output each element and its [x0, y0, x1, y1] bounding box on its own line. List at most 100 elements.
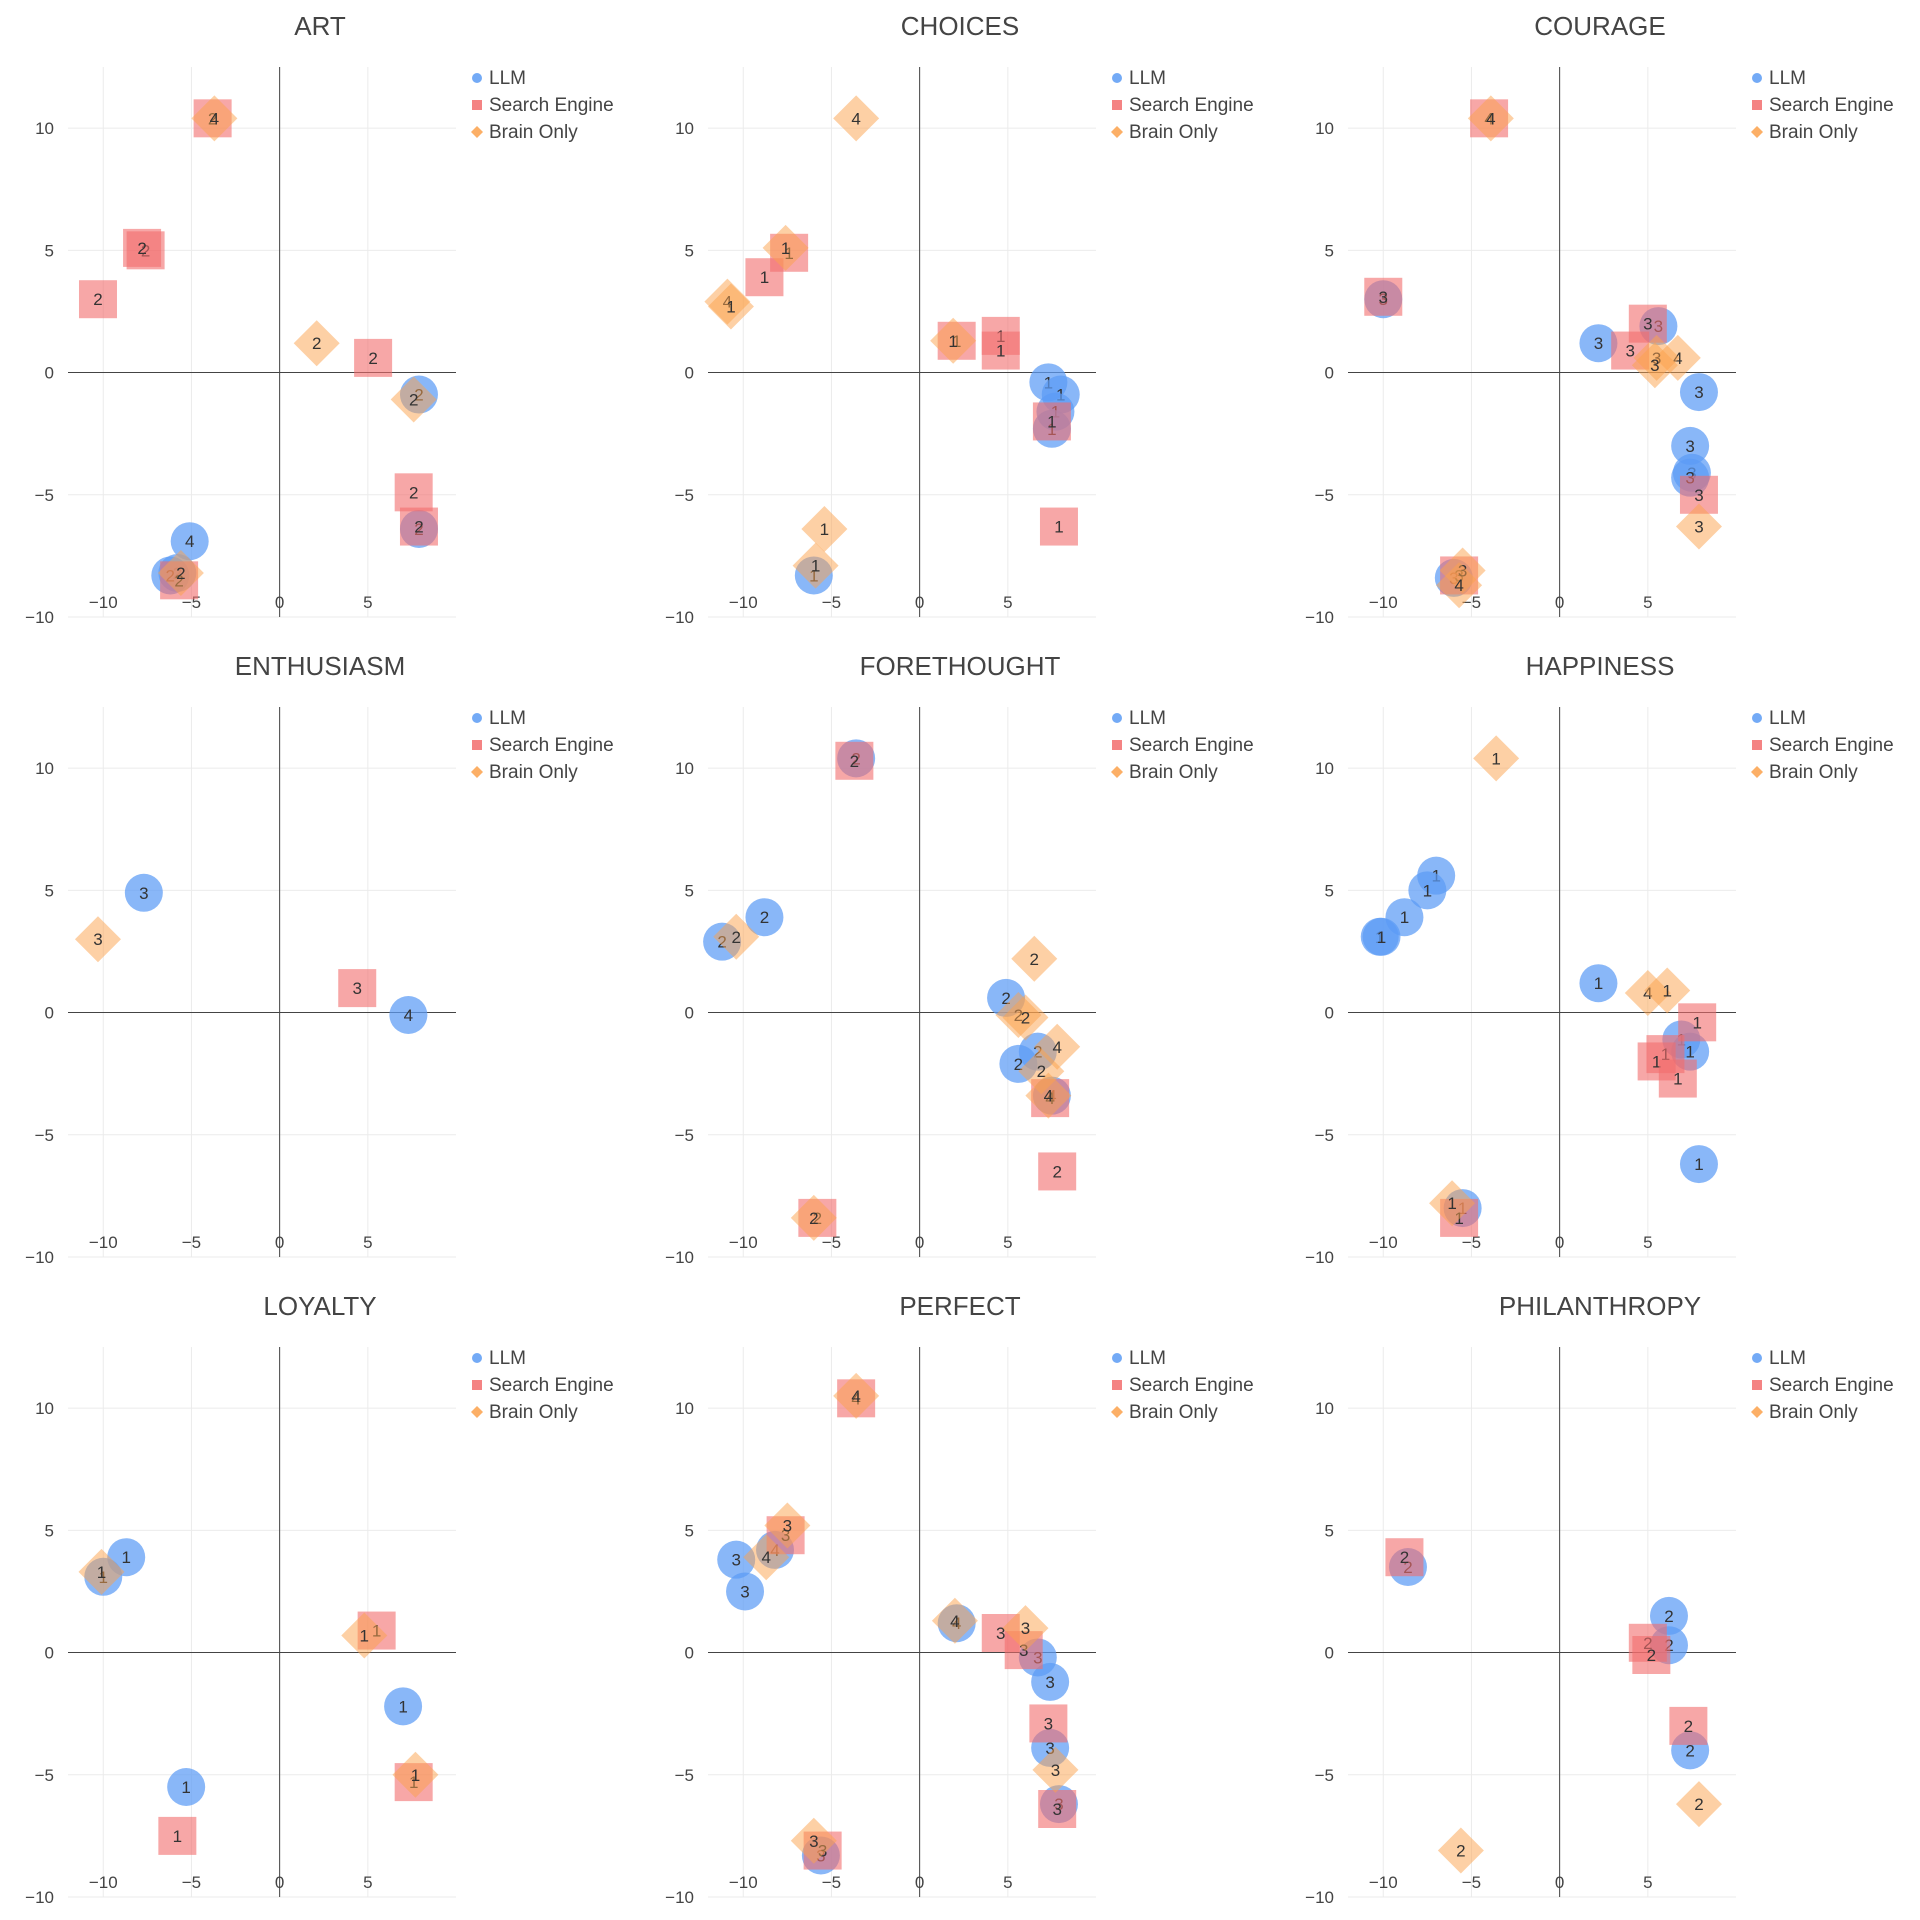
point-brain-only[interactable]	[1002, 994, 1049, 1041]
point-brain-only[interactable]	[390, 376, 437, 423]
point-search-engine[interactable]	[1385, 1538, 1424, 1577]
point-brain-only[interactable]	[707, 283, 754, 330]
legend-item-llm[interactable]: LLM	[1112, 68, 1166, 89]
point-llm[interactable]	[1031, 1662, 1070, 1701]
point-search-engine[interactable]	[981, 331, 1020, 370]
point-brain-only[interactable]	[1631, 342, 1678, 389]
point-brain-only[interactable]	[833, 95, 880, 142]
point-search-engine[interactable]	[158, 1816, 197, 1855]
point-search-engine[interactable]	[354, 338, 393, 377]
point-brain-only[interactable]	[1675, 503, 1722, 550]
point-brain-only[interactable]	[1467, 95, 1514, 142]
point-search-engine[interactable]	[78, 280, 117, 319]
legend-item-search-engine[interactable]: Search Engine	[472, 735, 614, 756]
point-brain-only[interactable]	[762, 224, 809, 271]
point-search-engine[interactable]	[399, 507, 438, 546]
point-brain-only[interactable]	[790, 1194, 837, 1241]
legend-item-llm[interactable]: LLM	[1112, 1348, 1166, 1369]
point-brain-only[interactable]	[341, 1612, 388, 1659]
point-brain-only[interactable]	[931, 1597, 978, 1644]
legend-item-brain-only[interactable]: Brain Only	[1111, 1402, 1218, 1423]
point-brain-only[interactable]	[1675, 1781, 1722, 1828]
point-search-engine[interactable]	[1038, 1790, 1077, 1828]
legend-item-brain-only[interactable]: Brain Only	[1751, 1402, 1858, 1423]
point-search-engine[interactable]	[394, 473, 433, 512]
point-brain-only[interactable]	[191, 95, 238, 142]
point-brain-only[interactable]	[293, 320, 340, 367]
point-llm[interactable]	[1408, 871, 1447, 910]
point-search-engine[interactable]	[123, 228, 162, 267]
legend-item-search-engine[interactable]: Search Engine	[1112, 1375, 1254, 1396]
legend-item-brain-only[interactable]: Brain Only	[471, 122, 578, 143]
point-brain-only[interactable]	[1002, 1605, 1049, 1652]
point-llm[interactable]	[1679, 1145, 1718, 1184]
point-label: 3	[1019, 1641, 1028, 1660]
point-label: 2	[312, 334, 321, 353]
point-search-engine[interactable]	[1039, 507, 1078, 546]
point-llm[interactable]	[1679, 373, 1718, 412]
point-brain-only[interactable]	[74, 916, 121, 963]
point-search-engine[interactable]	[1678, 1003, 1717, 1042]
legend-item-search-engine[interactable]: Search Engine	[1752, 95, 1894, 116]
legend-item-brain-only[interactable]: Brain Only	[1751, 122, 1858, 143]
point-search-engine[interactable]	[1032, 402, 1071, 441]
legend-item-llm[interactable]: LLM	[472, 708, 526, 729]
legend-item-llm[interactable]: LLM	[472, 1348, 526, 1369]
legend-item-brain-only[interactable]: Brain Only	[1111, 122, 1218, 143]
point-brain-only[interactable]	[1032, 1746, 1079, 1793]
point-search-engine[interactable]	[1364, 277, 1403, 316]
legend-item-llm[interactable]: LLM	[1112, 708, 1166, 729]
point-brain-only[interactable]	[930, 317, 977, 364]
legend-item-search-engine[interactable]: Search Engine	[472, 95, 614, 116]
legend-item-llm[interactable]: LLM	[472, 68, 526, 89]
point-search-engine[interactable]	[1658, 1059, 1697, 1098]
legend-item-search-engine[interactable]: Search Engine	[1112, 735, 1254, 756]
point-brain-only[interactable]	[1473, 735, 1520, 782]
point-brain-only[interactable]	[764, 1502, 811, 1549]
point-search-engine[interactable]	[338, 969, 377, 1008]
legend-item-search-engine[interactable]: Search Engine	[1112, 95, 1254, 116]
legend-item-search-engine[interactable]: Search Engine	[1752, 735, 1894, 756]
point-brain-only[interactable]	[1436, 562, 1483, 609]
point-llm[interactable]	[1579, 324, 1618, 363]
point-label: 3	[1045, 1739, 1054, 1758]
point-brain-only[interactable]	[1437, 1827, 1484, 1874]
legend-item-brain-only[interactable]: Brain Only	[471, 762, 578, 783]
point-llm[interactable]	[726, 1572, 765, 1611]
point-search-engine[interactable]	[1038, 1152, 1077, 1191]
point-brain-only[interactable]	[801, 506, 848, 552]
point-brain-only[interactable]	[78, 1548, 125, 1595]
point-llm[interactable]	[124, 873, 163, 912]
point-search-engine[interactable]	[835, 741, 874, 780]
point-llm[interactable]	[745, 898, 784, 937]
legend-item-llm[interactable]: LLM	[1752, 708, 1806, 729]
point-llm[interactable]	[717, 1540, 756, 1579]
legend-item-brain-only[interactable]: Brain Only	[1111, 762, 1218, 783]
point-search-engine[interactable]	[1632, 1636, 1671, 1674]
point-brain-only[interactable]	[1011, 935, 1058, 982]
point-brain-only[interactable]	[1644, 967, 1691, 1014]
legend-item-llm[interactable]: LLM	[1752, 68, 1806, 89]
legend-item-search-engine[interactable]: Search Engine	[472, 1375, 614, 1396]
point-brain-only[interactable]	[157, 550, 204, 596]
point-llm[interactable]	[1579, 964, 1618, 1003]
point-brain-only[interactable]	[1025, 1072, 1072, 1119]
legend-item-brain-only[interactable]: Brain Only	[471, 1402, 578, 1423]
point-llm[interactable]	[389, 996, 428, 1034]
point-llm[interactable]	[1362, 917, 1401, 956]
point-search-engine[interactable]	[1669, 1706, 1708, 1745]
point-brain-only[interactable]	[743, 1534, 790, 1581]
point-brain-only[interactable]	[790, 1817, 837, 1864]
legend-item-brain-only[interactable]: Brain Only	[1751, 762, 1858, 783]
point-llm[interactable]	[1671, 426, 1710, 465]
point-brain-only[interactable]	[833, 1372, 880, 1419]
point-llm[interactable]	[384, 1687, 423, 1726]
legend-item-search-engine[interactable]: Search Engine	[1752, 1375, 1894, 1396]
point-brain-only[interactable]	[392, 1751, 439, 1798]
point-brain-only[interactable]	[1429, 1180, 1476, 1227]
legend-item-llm[interactable]: LLM	[1752, 1348, 1806, 1369]
point-search-engine[interactable]	[1029, 1704, 1068, 1743]
point-brain-only[interactable]	[792, 542, 839, 589]
point-brain-only[interactable]	[713, 913, 760, 960]
point-llm[interactable]	[167, 1768, 206, 1806]
